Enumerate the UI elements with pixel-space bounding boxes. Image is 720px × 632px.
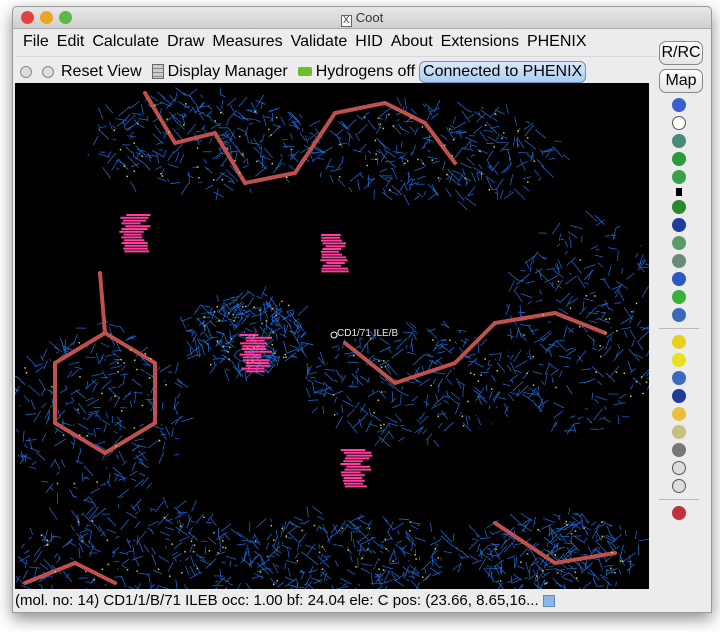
menu-file[interactable]: File bbox=[23, 33, 49, 50]
title-bar: X Coot bbox=[13, 7, 711, 29]
undo-icon[interactable] bbox=[672, 461, 686, 475]
menu-measures[interactable]: Measures bbox=[212, 33, 283, 50]
rrc-button[interactable]: R/RC bbox=[659, 41, 703, 65]
bonds-c bbox=[343, 310, 607, 386]
menu-extensions[interactable]: Extensions bbox=[440, 33, 519, 50]
minimize-button[interactable] bbox=[40, 11, 53, 24]
main-toolbar: Reset View Display Manager Hydrogens off… bbox=[17, 56, 657, 84]
menu-about[interactable]: About bbox=[390, 33, 433, 50]
toolbar-separator bbox=[659, 328, 699, 329]
delete-atom-icon[interactable] bbox=[672, 389, 686, 403]
reset-view-button[interactable]: Reset View bbox=[61, 62, 142, 80]
add-terminal-residue-icon[interactable] bbox=[672, 407, 686, 421]
zoom-button[interactable] bbox=[59, 11, 72, 24]
menu-draw[interactable]: Draw bbox=[167, 33, 205, 50]
contact-dots-1 bbox=[239, 334, 273, 373]
menu-calculate[interactable]: Calculate bbox=[92, 33, 160, 50]
add-alt-conf-icon[interactable] bbox=[672, 335, 686, 349]
toolbar-separator bbox=[659, 499, 699, 500]
window-title: Coot bbox=[355, 10, 384, 25]
clear-pending-icon[interactable] bbox=[672, 425, 686, 439]
flip-peptide-icon[interactable] bbox=[672, 218, 686, 232]
graphics-viewport[interactable]: CD1/71 ILE/B bbox=[15, 83, 649, 589]
atom-marker bbox=[330, 331, 338, 339]
menu-phenix[interactable]: PHENIX bbox=[526, 33, 587, 50]
menu-bar: File Edit Calculate Draw Measures Validate HID… bbox=[19, 30, 591, 54]
side-chain-180-icon[interactable] bbox=[672, 236, 686, 250]
menu-validate[interactable]: Validate bbox=[290, 33, 348, 50]
mutate-icon[interactable] bbox=[672, 353, 686, 367]
coot-window: X Coot File Edit Calculate Draw Measures Valid… bbox=[12, 6, 712, 613]
hydrogens-icon bbox=[297, 67, 312, 76]
phenix-connection-button[interactable]: Connected to PHENIX bbox=[419, 60, 587, 83]
bonds-a bbox=[143, 91, 457, 186]
atom-label: CD1/71 ILE/B bbox=[337, 328, 399, 339]
redo-icon[interactable] bbox=[672, 479, 686, 493]
play-arrow-icon[interactable] bbox=[676, 188, 682, 196]
hydrogens-button[interactable]: Hydrogens off bbox=[315, 62, 416, 80]
bonds-b bbox=[53, 271, 157, 456]
density-map-canvas[interactable] bbox=[15, 83, 649, 589]
stop-icon[interactable] bbox=[42, 65, 54, 78]
display-manager-icon bbox=[151, 64, 164, 79]
jed-flip-icon[interactable] bbox=[672, 308, 686, 322]
contact-dots-3 bbox=[119, 214, 151, 253]
rotamer-icon[interactable] bbox=[672, 200, 686, 214]
colour-icon[interactable] bbox=[672, 506, 686, 520]
bonds-e bbox=[23, 560, 117, 585]
x11-icon: X bbox=[340, 15, 352, 27]
torsion-edit-icon[interactable] bbox=[672, 254, 686, 268]
right-toolbar: R/RC Map bbox=[655, 37, 711, 607]
probe-dots bbox=[24, 103, 648, 585]
delete-icon[interactable] bbox=[672, 443, 686, 457]
regularize-icon[interactable] bbox=[672, 134, 686, 148]
status-text: (mol. no: 14) CD1/1/B/71 ILEB occ: 1.00 … bbox=[15, 592, 539, 609]
menu-hid[interactable]: HID bbox=[355, 33, 383, 50]
pepflip-icon[interactable] bbox=[672, 272, 686, 286]
contact-dots-2 bbox=[340, 449, 373, 488]
contact-dots-0 bbox=[320, 234, 349, 273]
menu-edit[interactable]: Edit bbox=[56, 33, 85, 50]
map-button[interactable]: Map bbox=[659, 69, 703, 93]
centre-atom-icon[interactable] bbox=[672, 116, 686, 130]
real-space-refine-icon[interactable] bbox=[672, 152, 686, 166]
display-manager-button[interactable]: Display Manager bbox=[167, 62, 288, 80]
add-water-icon[interactable] bbox=[672, 290, 686, 304]
status-bar: (mol. no: 14) CD1/1/B/71 ILEB occ: 1.00 … bbox=[15, 591, 655, 611]
back-icon[interactable] bbox=[20, 65, 32, 78]
bonds-d bbox=[493, 521, 617, 566]
go-to-atom-icon[interactable] bbox=[672, 98, 686, 112]
rigid-body-fit-icon[interactable] bbox=[672, 170, 686, 184]
status-indicator bbox=[542, 595, 555, 607]
add-atom-icon[interactable] bbox=[672, 371, 686, 385]
close-button[interactable] bbox=[21, 11, 34, 24]
